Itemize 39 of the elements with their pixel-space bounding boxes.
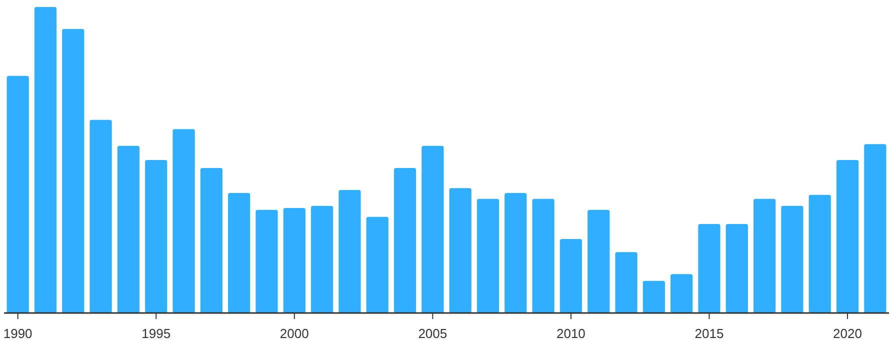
bar — [753, 198, 776, 313]
x-tick-label: 2010 — [556, 326, 586, 341]
bar — [670, 274, 693, 313]
bar — [310, 206, 334, 313]
bar — [338, 190, 361, 313]
bar — [228, 193, 250, 313]
bar — [864, 144, 886, 313]
bar — [504, 193, 527, 313]
bar — [62, 29, 84, 313]
bar — [366, 216, 388, 313]
bar — [394, 168, 416, 313]
bar — [642, 280, 665, 313]
bar — [200, 168, 222, 313]
bar — [6, 76, 29, 313]
bar — [615, 252, 638, 313]
bar — [449, 188, 472, 313]
bar — [422, 146, 444, 313]
bar — [172, 129, 195, 313]
bar — [283, 208, 306, 313]
bar — [836, 160, 859, 313]
x-tick-label: 2020 — [833, 326, 862, 341]
bar — [588, 210, 610, 313]
bar — [726, 224, 748, 313]
x-tick-label: 2005 — [418, 326, 448, 341]
bar — [90, 120, 112, 313]
x-tick-label: 2015 — [694, 326, 724, 341]
bar — [560, 238, 582, 313]
bar — [532, 198, 554, 313]
bar — [781, 206, 804, 313]
bar — [808, 194, 831, 313]
bar — [117, 146, 140, 313]
x-tick-label: 1995 — [142, 326, 171, 341]
bar — [698, 224, 720, 313]
bar — [34, 7, 57, 313]
bar — [476, 198, 500, 313]
x-tick-label: 1990 — [3, 326, 32, 341]
bar — [256, 210, 278, 313]
x-tick-label: 2000 — [280, 326, 309, 341]
bar — [145, 160, 168, 313]
